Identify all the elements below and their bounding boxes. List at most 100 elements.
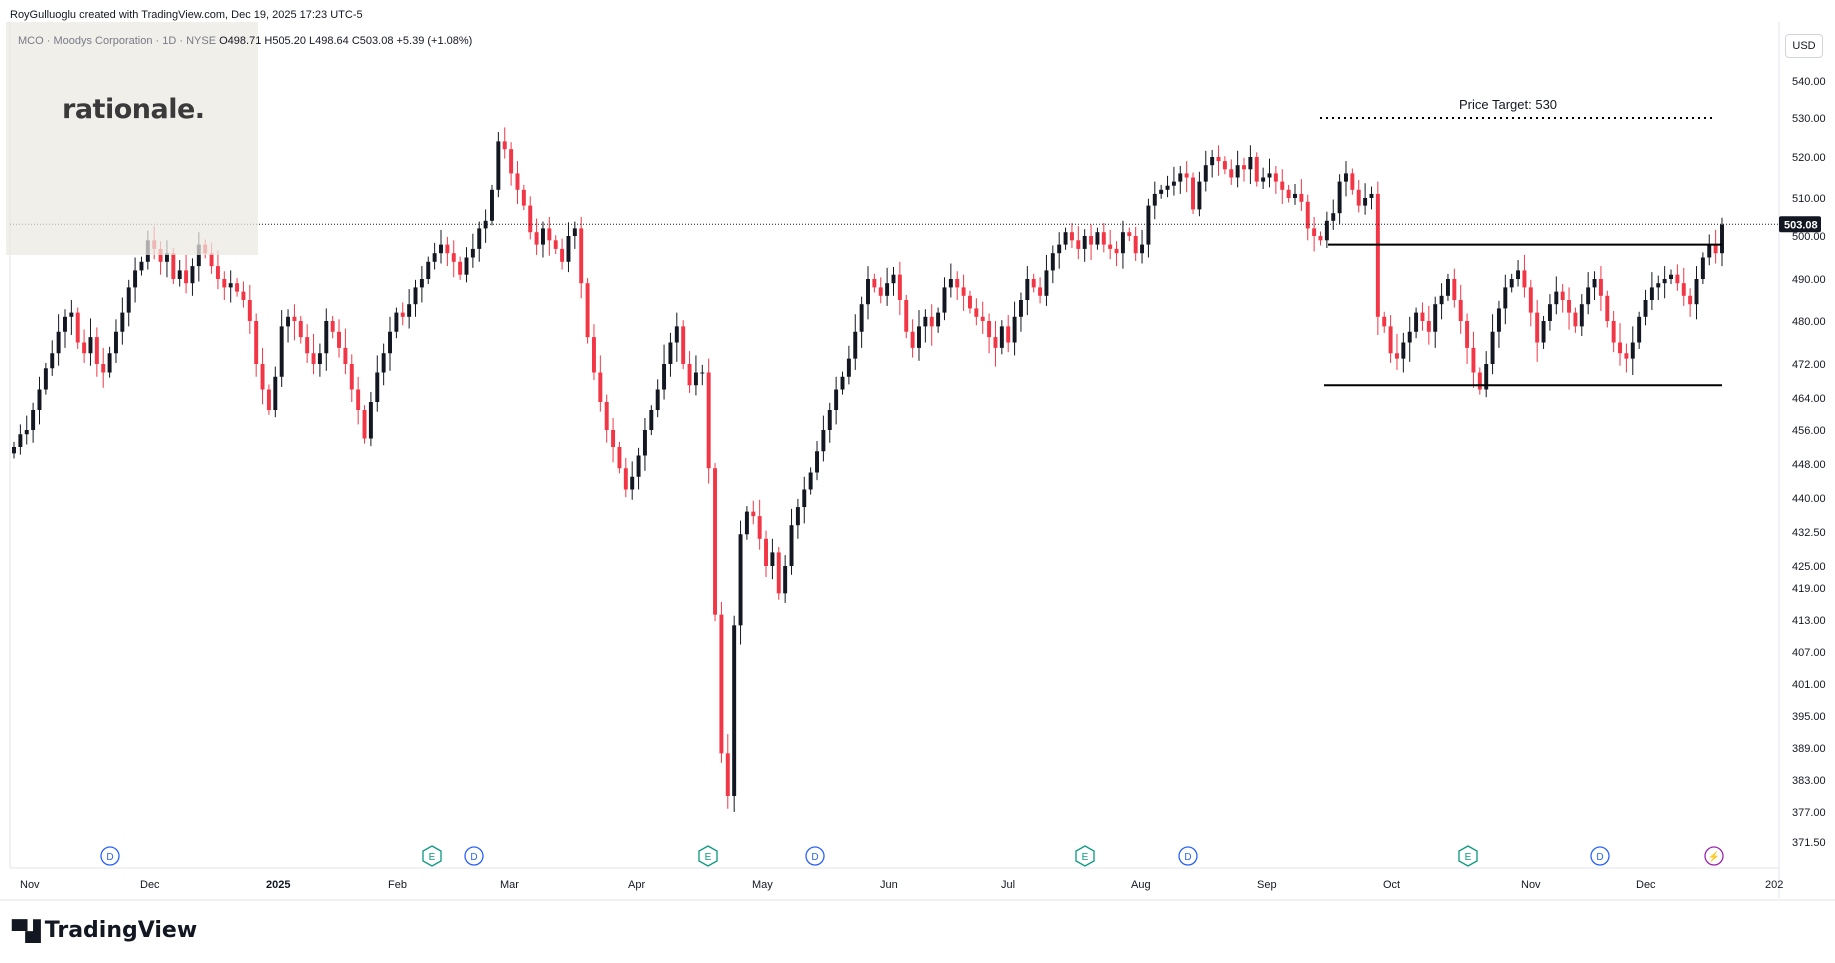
candle-body <box>1669 274 1673 279</box>
candle-body <box>400 312 405 317</box>
candle-body <box>795 507 800 526</box>
candle-body <box>388 331 392 354</box>
candle-body <box>1484 364 1489 390</box>
event-marker-label: ⚡ <box>1708 850 1720 863</box>
candle-body <box>1127 232 1132 236</box>
price-target-label: Price Target: 530 <box>1459 97 1557 112</box>
candle-body <box>1490 331 1495 364</box>
event-marker-label: D <box>1184 852 1191 863</box>
candle-body <box>496 141 501 190</box>
event-marker-label: D <box>470 852 477 863</box>
candle-body <box>1547 304 1552 321</box>
candle-body <box>1649 287 1654 300</box>
candle-body <box>1031 279 1036 288</box>
x-tick-label: Nov <box>1521 879 1541 891</box>
candle-body <box>470 248 475 258</box>
candle-body <box>1184 173 1189 178</box>
candle-body <box>1554 291 1559 305</box>
candle-body <box>547 228 552 241</box>
candle-body <box>1592 279 1597 288</box>
y-tick-label: 401.00 <box>1792 679 1826 691</box>
candle-body <box>1681 283 1686 296</box>
candle-body <box>725 753 730 796</box>
candle-body <box>751 511 756 517</box>
candle-body <box>783 566 788 594</box>
candle-body <box>815 451 819 473</box>
y-tick-label: 472.00 <box>1792 359 1826 371</box>
candle-body <box>878 287 883 296</box>
candle-body <box>776 552 781 594</box>
candle-body <box>1171 181 1176 186</box>
candle-body <box>1356 189 1361 206</box>
candle-body <box>853 331 858 359</box>
candle-body <box>917 326 921 348</box>
candle-body <box>1528 287 1533 313</box>
candle-body <box>540 228 545 245</box>
candle-body <box>534 232 539 245</box>
candle-body <box>107 353 112 373</box>
candle-body <box>139 261 144 271</box>
candle-body <box>1426 321 1431 332</box>
y-tick-label: 371.50 <box>1792 837 1826 849</box>
tradingview-logo[interactable]: ▀▟ TradingView <box>12 918 197 943</box>
candle-body <box>458 261 463 275</box>
candle-body <box>1133 236 1138 254</box>
candle-body <box>942 287 947 313</box>
x-tick-label: Jun <box>880 879 898 891</box>
y-tick-label: 389.00 <box>1792 743 1826 755</box>
event-marker-label: E <box>705 852 712 863</box>
candle-body <box>477 228 482 249</box>
candle-body <box>1401 342 1406 359</box>
candle-body <box>254 321 259 364</box>
candle-body <box>604 402 609 430</box>
candle-body <box>1662 279 1667 284</box>
candle-body <box>260 364 265 390</box>
candle-body <box>897 274 902 300</box>
y-tick-label: 500.00 <box>1792 231 1826 243</box>
candle-body <box>1445 279 1450 296</box>
candle-body <box>343 347 348 364</box>
candle-body <box>209 253 214 267</box>
candle-body <box>120 312 125 332</box>
candle-body <box>292 316 297 321</box>
candle-body <box>375 372 380 402</box>
candle-body <box>1369 193 1374 198</box>
candle-body <box>700 372 705 374</box>
y-tick-label: 407.00 <box>1792 647 1826 659</box>
candle-body <box>706 372 711 469</box>
y-tick-label: 520.00 <box>1792 152 1826 164</box>
candle-body <box>993 337 998 348</box>
candle-body <box>317 353 322 364</box>
candle-body <box>1018 300 1023 317</box>
candle-body <box>311 353 316 364</box>
candle-body <box>394 312 399 332</box>
earnings-icon <box>1075 845 1095 867</box>
candle-body <box>1108 244 1113 249</box>
candle-body <box>1038 287 1043 296</box>
candle-body <box>94 337 99 364</box>
y-tick-label: 464.00 <box>1792 393 1826 405</box>
candle-body <box>764 538 769 566</box>
x-tick-label: Jul <box>1001 879 1015 891</box>
candle-body <box>521 189 526 206</box>
event-marker-label: E <box>1082 852 1089 863</box>
dividend-icon <box>464 846 484 866</box>
candle-body <box>1560 291 1565 300</box>
candle-body <box>1611 321 1616 343</box>
candle-body <box>101 364 106 373</box>
candle-body <box>1637 316 1642 343</box>
candle-body <box>1299 193 1304 202</box>
candle-body <box>1006 326 1011 343</box>
event-marker-label: E <box>429 852 436 863</box>
candle-body <box>967 295 972 309</box>
candle-body <box>381 353 386 373</box>
tradingview-icon: ▀▟ <box>12 918 41 943</box>
candle-body <box>215 266 220 279</box>
candle-body <box>286 316 291 327</box>
currency-button[interactable]: USD <box>1785 34 1823 58</box>
candle-body <box>1509 279 1514 288</box>
candle-body <box>757 516 762 539</box>
candle-body <box>1044 270 1049 296</box>
candle-body <box>1203 165 1208 182</box>
